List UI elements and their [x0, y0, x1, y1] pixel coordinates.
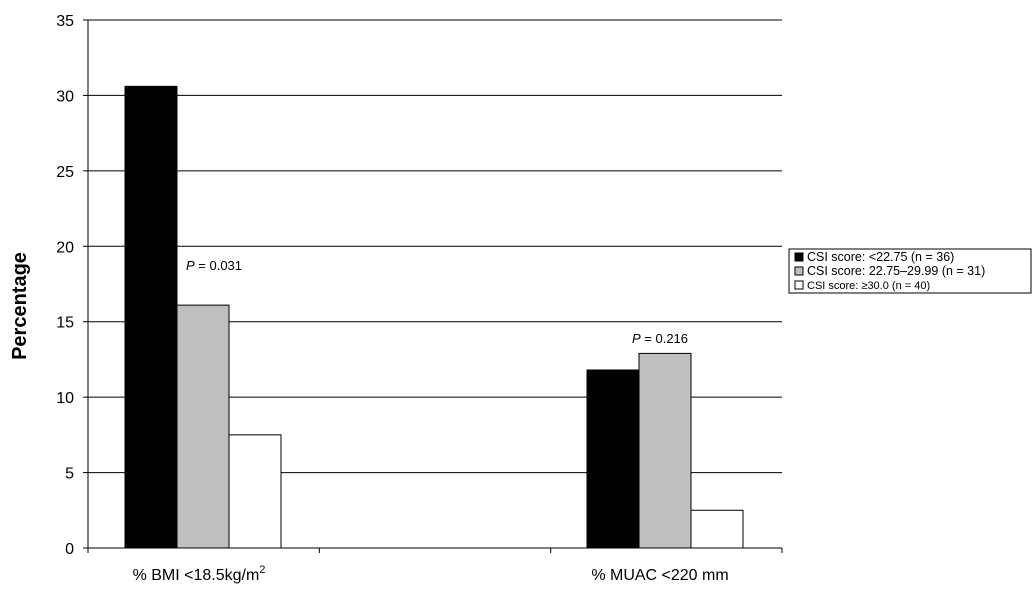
- y-tick-label: 0: [65, 541, 74, 558]
- bar: [176, 304, 230, 549]
- y-tick-label: 10: [56, 390, 74, 407]
- p-value-annotation: P = 0.216: [632, 331, 688, 346]
- legend-label: CSI score: 22.75–29.99 (n = 31): [807, 264, 985, 278]
- bar: [586, 369, 640, 549]
- y-tick-label: 20: [56, 239, 74, 256]
- axes: [83, 19, 783, 553]
- x-tick-labels: % BMI <18.5kg/m2 % MUAC <220 mm: [133, 564, 729, 584]
- y-axis-label: Percentage: [9, 252, 31, 360]
- y-tick-label: 30: [56, 88, 74, 105]
- p-value-text: = 0.216: [641, 331, 688, 346]
- x-tick-label-superscript: 2: [259, 564, 265, 576]
- legend-label: CSI score: <22.75 (n = 36): [807, 250, 954, 264]
- x-tick-label: % BMI <18.5kg/m2: [133, 564, 266, 584]
- y-tick-label: 25: [56, 164, 74, 181]
- bar: [638, 352, 692, 549]
- x-tick-label-text: % BMI <18.5kg/m: [133, 567, 260, 584]
- bar: [690, 509, 744, 549]
- y-tick-label: 35: [56, 13, 74, 30]
- legend-swatch: [794, 252, 804, 262]
- legend-swatch: [794, 280, 804, 290]
- bar: [228, 434, 282, 549]
- legend-swatch: [794, 266, 804, 276]
- p-label: P: [632, 331, 641, 346]
- y-tick-label: 5: [65, 466, 74, 483]
- p-label: P: [186, 258, 195, 273]
- y-tick-label: 15: [56, 315, 74, 332]
- p-value-text: = 0.031: [195, 258, 242, 273]
- bar: [124, 85, 178, 549]
- p-value-annotation: P = 0.031: [186, 258, 242, 273]
- legend-label: CSI score: ≥30.0 (n = 40): [807, 280, 930, 292]
- x-tick-label: % MUAC <220 mm: [591, 567, 728, 584]
- y-tick-labels: 0 5 10 15 20 25 30 35: [56, 13, 74, 558]
- legend: CSI score: <22.75 (n = 36)CSI score: 22.…: [788, 248, 1032, 294]
- x-tick-label-text: % MUAC <220 mm: [591, 567, 728, 584]
- bars: [124, 85, 744, 549]
- legend-box: [788, 248, 1032, 294]
